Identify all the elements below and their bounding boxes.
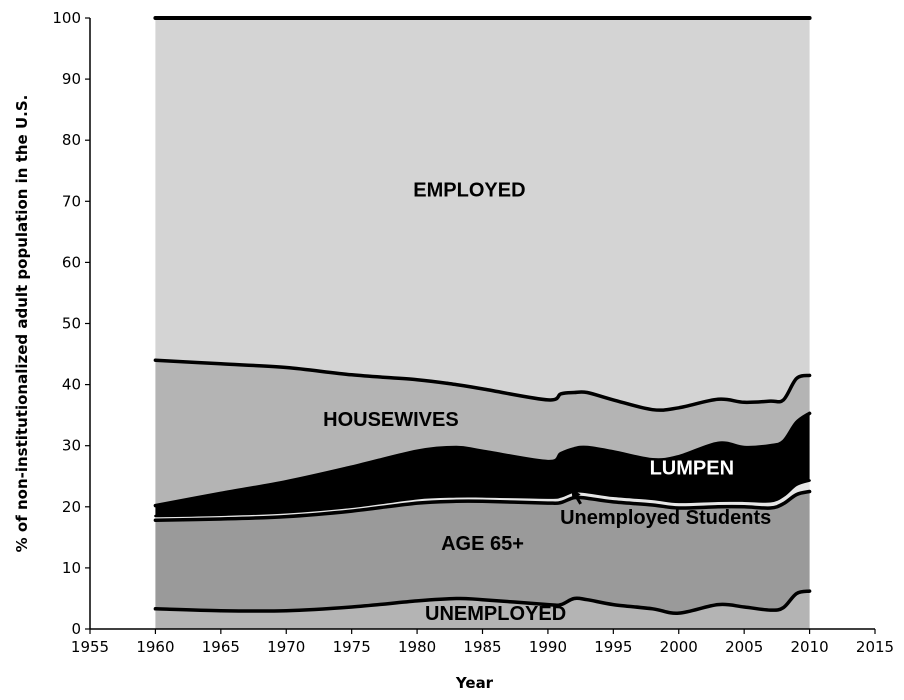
- area-housewives: [155, 360, 810, 506]
- area-employed: [155, 18, 810, 411]
- x-axis-title: Year: [455, 674, 494, 692]
- y-axis-ticks: 0 10 20 30 40 50 60 70 80 90 100: [52, 9, 90, 638]
- x-tick-label: 1985: [463, 638, 501, 656]
- y-tick-label: 90: [62, 70, 81, 88]
- boundary-housewives: [153, 358, 812, 412]
- y-tick-label: 20: [62, 498, 81, 516]
- y-tick-label: 0: [71, 620, 81, 638]
- x-tick-label: 1960: [136, 638, 174, 656]
- x-tick-label: 2005: [725, 638, 763, 656]
- area-unemployed: [155, 591, 810, 629]
- boundary-unemployed-students: [154, 479, 811, 518]
- y-tick-label: 80: [62, 131, 81, 149]
- boundary-unemployed: [153, 589, 812, 615]
- y-tick-label: 70: [62, 192, 81, 210]
- x-tick-label: 2015: [856, 638, 894, 656]
- x-tick-label: 1970: [267, 638, 305, 656]
- area-annotations: EMPLOYED HOUSEWIVES LUMPEN Unemployed Stude…: [323, 179, 771, 624]
- x-tick-label: 1965: [202, 638, 240, 656]
- x-tick-label: 2010: [790, 638, 828, 656]
- area-age-65: [155, 491, 810, 614]
- label-employed: EMPLOYED: [413, 179, 525, 201]
- x-tick-label: 1990: [529, 638, 567, 656]
- annotation-arrow-head: [571, 488, 581, 500]
- y-tick-label: 40: [62, 376, 81, 394]
- area-lumpen: [155, 413, 810, 516]
- y-tick-label: 30: [62, 437, 81, 455]
- label-unemployed-students: Unemployed Students: [560, 507, 771, 529]
- x-tick-label: 1980: [398, 638, 436, 656]
- x-tick-label: 1995: [594, 638, 632, 656]
- x-tick-label: 2000: [660, 638, 698, 656]
- y-tick-label: 10: [62, 559, 81, 577]
- boundary-lumpen: [153, 411, 812, 508]
- x-axis-ticks: 1955 1960 1965 1970 1975 1980 1985 1990 1995 2000…: [71, 629, 894, 656]
- area-layers: [155, 18, 810, 629]
- label-housewives: HOUSEWIVES: [323, 409, 459, 431]
- y-axis-title: % of non-institutionalized adult populat…: [13, 95, 31, 553]
- x-tick-label: 1975: [333, 638, 371, 656]
- y-tick-label: 50: [62, 315, 81, 333]
- y-tick-label: 100: [52, 9, 81, 27]
- label-lumpen: LUMPEN: [650, 457, 734, 479]
- x-tick-label: 1955: [71, 638, 109, 656]
- label-age-65: AGE 65+: [441, 533, 524, 555]
- y-tick-label: 60: [62, 253, 81, 271]
- label-unemployed: UNEMPLOYED: [425, 603, 566, 625]
